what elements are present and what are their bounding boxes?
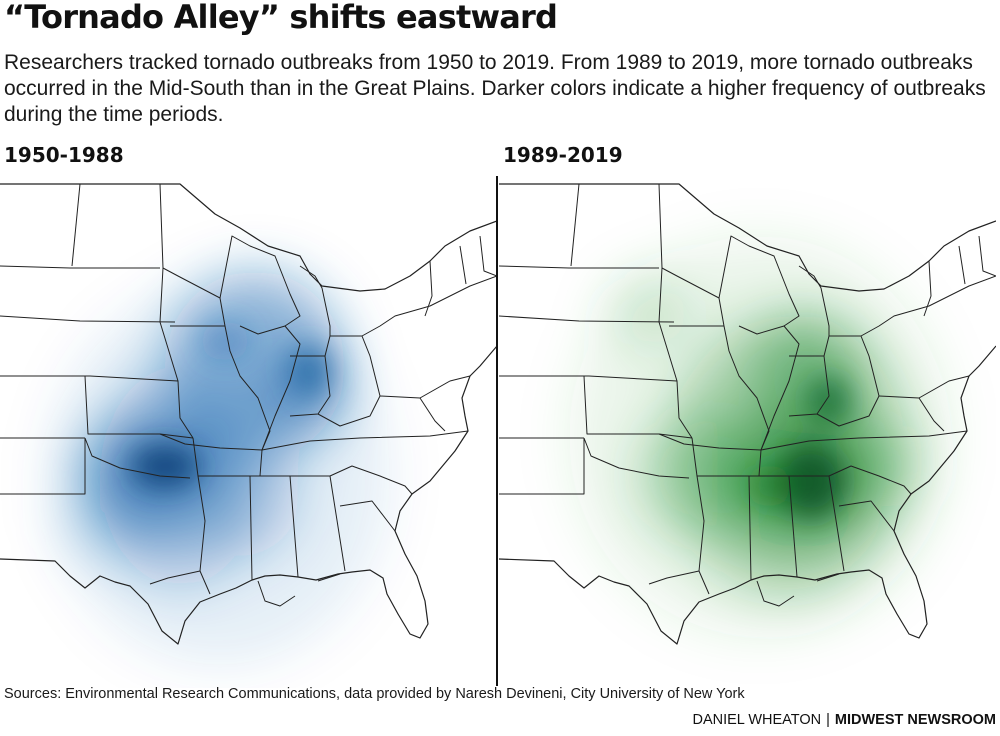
organization-name: MIDWEST NEWSROOM [834,712,996,728]
credit-line: DANIEL WHEATON | MIDWEST NEWSROOM [692,712,996,728]
chart-subtitle: Researchers tracked tornado outbreaks fr… [4,51,986,126]
map-svg-1950-1988 [0,183,497,666]
panel-title-1989-2019: 1989-2019 [503,143,623,167]
panel-divider [496,176,498,686]
state-boundaries-1989-2019 [499,183,996,645]
credit-separator: | [826,712,830,728]
author-name: DANIEL WHEATON [692,712,822,728]
map-svg-1989-2019 [499,183,996,645]
map-1989-2019 [499,176,996,688]
state-boundaries-1950-1988 [0,183,497,645]
density-heatmap-1989-2019 [569,236,949,636]
density-heatmap-1950-1988 [50,271,390,666]
map-1950-1988 [0,176,497,688]
panel-title-1950-1988: 1950-1988 [4,143,124,167]
chart-title: “Tornado Alley” shifts eastward [4,0,558,36]
source-note: Sources: Environmental Research Communic… [4,686,745,702]
